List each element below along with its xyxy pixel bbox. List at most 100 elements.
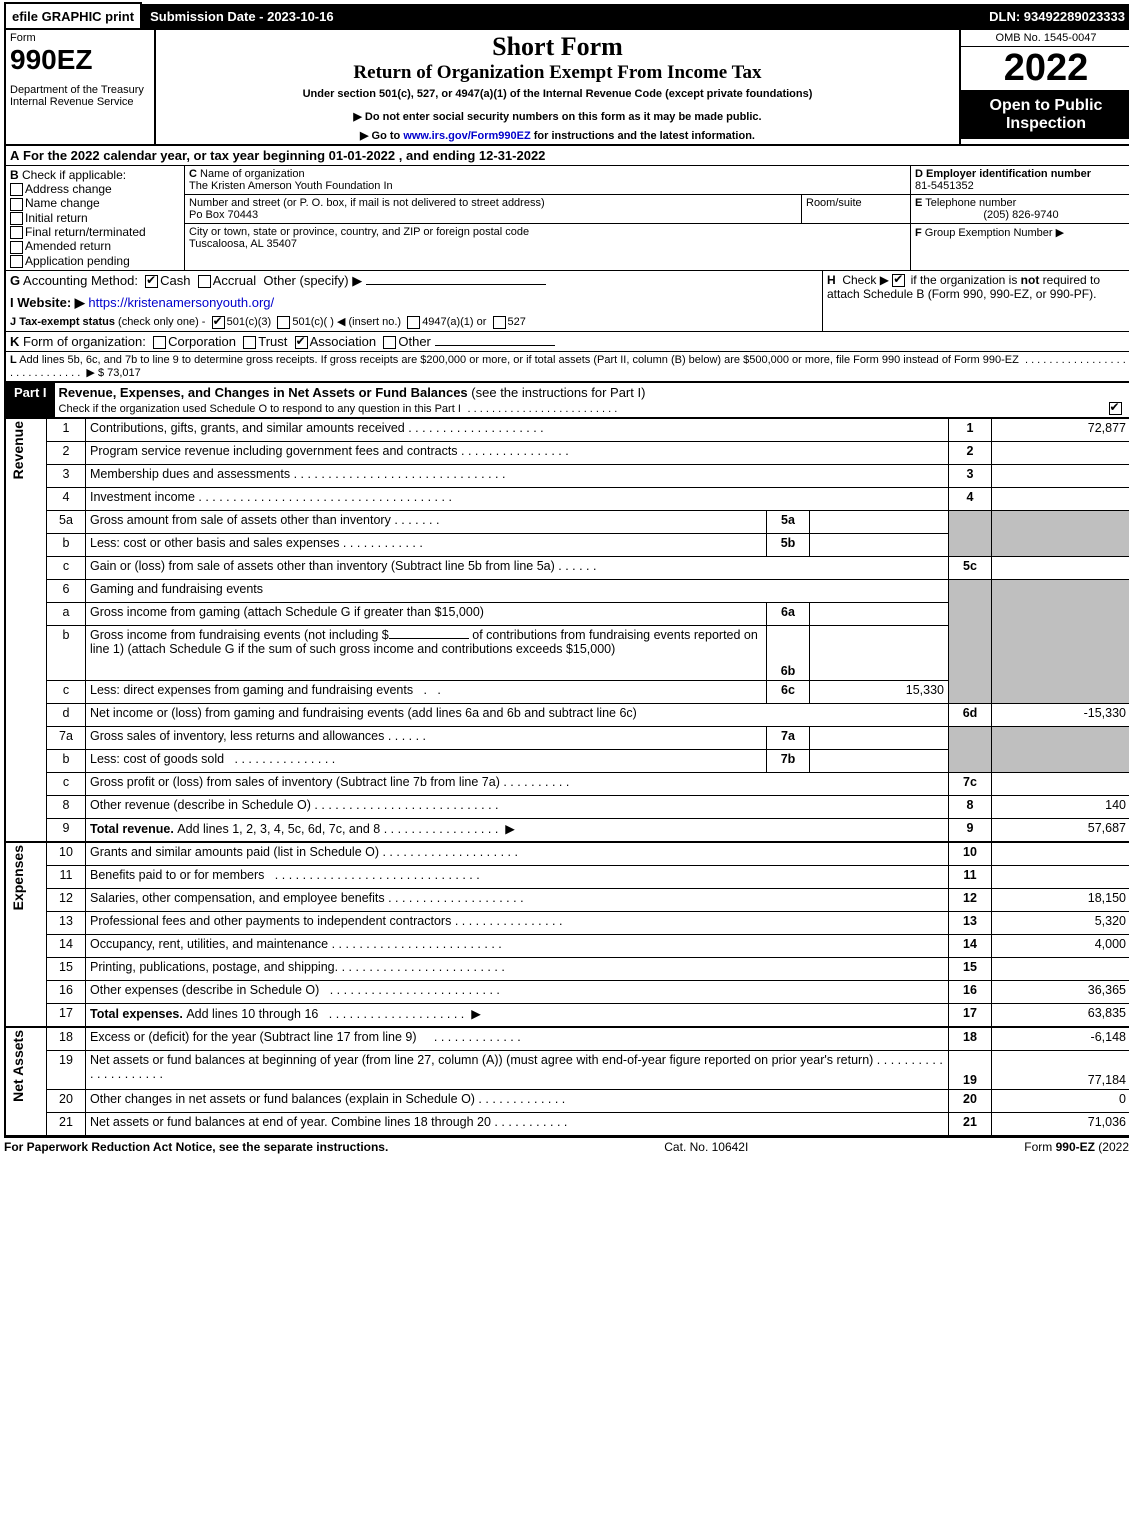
l5c-t: Gain or (loss) from sale of assets other… <box>90 559 555 573</box>
l18-v: -6,148 <box>992 1027 1129 1051</box>
l17-n: 17 <box>47 1003 86 1027</box>
l5a-n: 5a <box>47 510 86 533</box>
l10-v <box>992 842 1129 866</box>
l8-n: 8 <box>47 795 86 818</box>
i-label: I <box>10 295 14 310</box>
l6c-mv: 15,330 <box>810 680 949 703</box>
cb-501c[interactable] <box>277 316 290 329</box>
l13-rn: 13 <box>949 911 992 934</box>
cb-schedule-b[interactable] <box>892 274 905 287</box>
city-label: City or town, state or province, country… <box>189 226 529 238</box>
e-label: E <box>915 197 922 209</box>
l11-t: Benefits paid to or for members <box>90 868 264 882</box>
c-label: C <box>189 168 197 180</box>
l9-v: 57,687 <box>992 818 1129 842</box>
footer-right-bold: 990-EZ <box>1056 1140 1095 1154</box>
h-text2: if the organization is <box>911 273 1021 287</box>
cb-other-org[interactable] <box>383 336 396 349</box>
irs-label: Internal Revenue Service <box>10 96 150 108</box>
part1-label: Part I <box>6 383 55 417</box>
l2-t: Program service revenue including govern… <box>90 444 458 458</box>
l12-t: Salaries, other compensation, and employ… <box>90 891 385 905</box>
a-label: A <box>10 148 19 163</box>
l7a-t: Gross sales of inventory, less returns a… <box>90 729 384 743</box>
j-note: (check only one) - <box>118 316 205 328</box>
cb-4947[interactable] <box>407 316 420 329</box>
section-h: H Check ▶ if the organization is not req… <box>822 271 1129 331</box>
b-text: Check if applicable: <box>22 168 126 182</box>
cb-accrual[interactable] <box>198 275 211 288</box>
d-label: D <box>915 168 923 180</box>
j-o1: 501(c)(3) <box>227 316 272 328</box>
l6b-mn: 6b <box>767 625 810 680</box>
l18-rn: 18 <box>949 1027 992 1051</box>
l8-rn: 8 <box>949 795 992 818</box>
l-text: Add lines 5b, 6c, and 7b to line 9 to de… <box>19 354 1019 366</box>
l17-arrow: ▶ <box>471 1007 481 1021</box>
b-opt-4: Amended return <box>25 239 111 253</box>
l21-v: 71,036 <box>992 1112 1129 1135</box>
l20-rn: 20 <box>949 1089 992 1112</box>
cb-501c3[interactable] <box>212 316 225 329</box>
part1-header: Part I Revenue, Expenses, and Changes in… <box>6 383 1129 418</box>
cb-527[interactable] <box>493 316 506 329</box>
l16-t: Other expenses (describe in Schedule O) <box>90 983 319 997</box>
cb-address-change[interactable] <box>10 183 23 196</box>
l4-v <box>992 487 1129 510</box>
b-opt-0: Address change <box>25 182 112 196</box>
efile-print[interactable]: efile GRAPHIC print <box>4 2 142 30</box>
irs-link[interactable]: www.irs.gov/Form990EZ <box>403 130 530 142</box>
g-other: Other (specify) ▶ <box>263 273 362 288</box>
l3-rn: 3 <box>949 464 992 487</box>
cb-name-change[interactable] <box>10 198 23 211</box>
ein: 81-5451352 <box>915 180 974 192</box>
g-cash: Cash <box>160 273 190 288</box>
l5c-v <box>992 556 1129 579</box>
l7b-mn: 7b <box>767 749 810 772</box>
l20-v: 0 <box>992 1089 1129 1112</box>
note-ssn: ▶ Do not enter social security numbers o… <box>160 110 955 123</box>
cb-cash[interactable] <box>145 275 158 288</box>
street-label: Number and street (or P. O. box, if mail… <box>189 197 545 209</box>
l9-rn: 9 <box>949 818 992 842</box>
l17-v: 63,835 <box>992 1003 1129 1027</box>
cb-corp[interactable] <box>153 336 166 349</box>
cb-trust[interactable] <box>243 336 256 349</box>
l7c-t: Gross profit or (loss) from sales of inv… <box>90 775 500 789</box>
dln: DLN: 93492289023333 <box>981 4 1129 28</box>
short-form: Short Form <box>160 32 955 62</box>
cb-final-return[interactable] <box>10 226 23 239</box>
l15-rn: 15 <box>949 957 992 980</box>
l7b-mv <box>810 749 949 772</box>
l7a-mv <box>810 726 949 749</box>
cb-pending[interactable] <box>10 255 23 268</box>
l6b-mv <box>810 625 949 680</box>
cb-initial-return[interactable] <box>10 212 23 225</box>
l17-t2: Add lines 10 through 16 <box>186 1007 318 1021</box>
b-opt-3: Final return/terminated <box>25 225 146 239</box>
title-block: Short Form Return of Organization Exempt… <box>156 30 961 144</box>
open-to-public: Open to Public Inspection <box>961 91 1129 139</box>
l19-v: 77,184 <box>992 1050 1129 1089</box>
l6d-rn: 6d <box>949 703 992 726</box>
l14-t: Occupancy, rent, utilities, and maintena… <box>90 937 328 951</box>
b-opt-2: Initial return <box>25 211 88 225</box>
l-arrow: ▶ <box>86 367 94 379</box>
cb-assoc[interactable] <box>295 336 308 349</box>
website-link[interactable]: https://kristenamersonyouth.org/ <box>88 295 274 310</box>
l6d-v: -15,330 <box>992 703 1129 726</box>
l8-v: 140 <box>992 795 1129 818</box>
l19-rn: 19 <box>949 1050 992 1089</box>
l15-t: Printing, publications, postage, and shi… <box>90 960 338 974</box>
cb-amended[interactable] <box>10 241 23 254</box>
lines-table: Revenue 1 Contributions, gifts, grants, … <box>6 418 1129 1136</box>
l9-t: Total revenue. <box>90 822 177 836</box>
l10-t: Grants and similar amounts paid (list in… <box>90 845 379 859</box>
cb-part1-schedule-o[interactable] <box>1109 402 1122 415</box>
l2-n: 2 <box>47 441 86 464</box>
form-block: Form 990EZ Department of the Treasury In… <box>6 30 156 144</box>
l10-rn: 10 <box>949 842 992 866</box>
g-text: Accounting Method: <box>23 273 138 288</box>
l11-n: 11 <box>47 865 86 888</box>
l14-v: 4,000 <box>992 934 1129 957</box>
